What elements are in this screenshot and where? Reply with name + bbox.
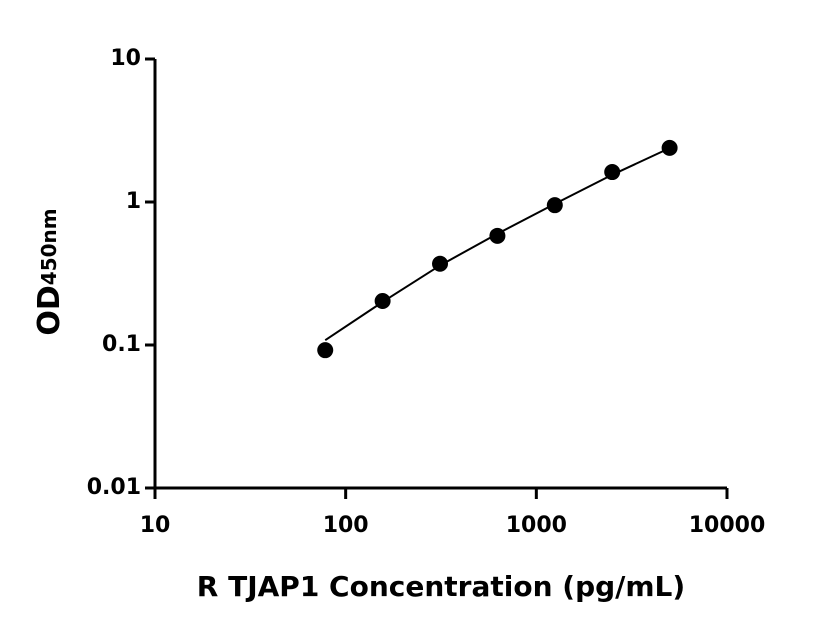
- y-tick-label: 1: [126, 189, 141, 214]
- data-point: [661, 139, 678, 156]
- y-tick-label: 0.01: [87, 475, 141, 500]
- data-point: [317, 342, 334, 359]
- x-tick-label: 10: [140, 513, 171, 538]
- x-axis-label: R TJAP1 Concentration (pg/mL): [197, 570, 685, 603]
- y-tick-label: 0.1: [102, 332, 141, 357]
- y-axis-label: OD450nm: [32, 208, 67, 335]
- data-point: [374, 293, 391, 310]
- y-tick-label: 10: [110, 46, 141, 71]
- data-point: [604, 164, 621, 181]
- y-axis-label-sub: 450nm: [37, 208, 61, 285]
- data-point: [546, 197, 563, 214]
- data-point: [489, 227, 506, 244]
- x-tick-label: 1000: [506, 513, 567, 538]
- data-point: [432, 255, 449, 272]
- x-tick-label: 10000: [689, 513, 766, 538]
- y-axis-label-main: OD: [32, 285, 67, 335]
- x-tick-label: 100: [323, 513, 369, 538]
